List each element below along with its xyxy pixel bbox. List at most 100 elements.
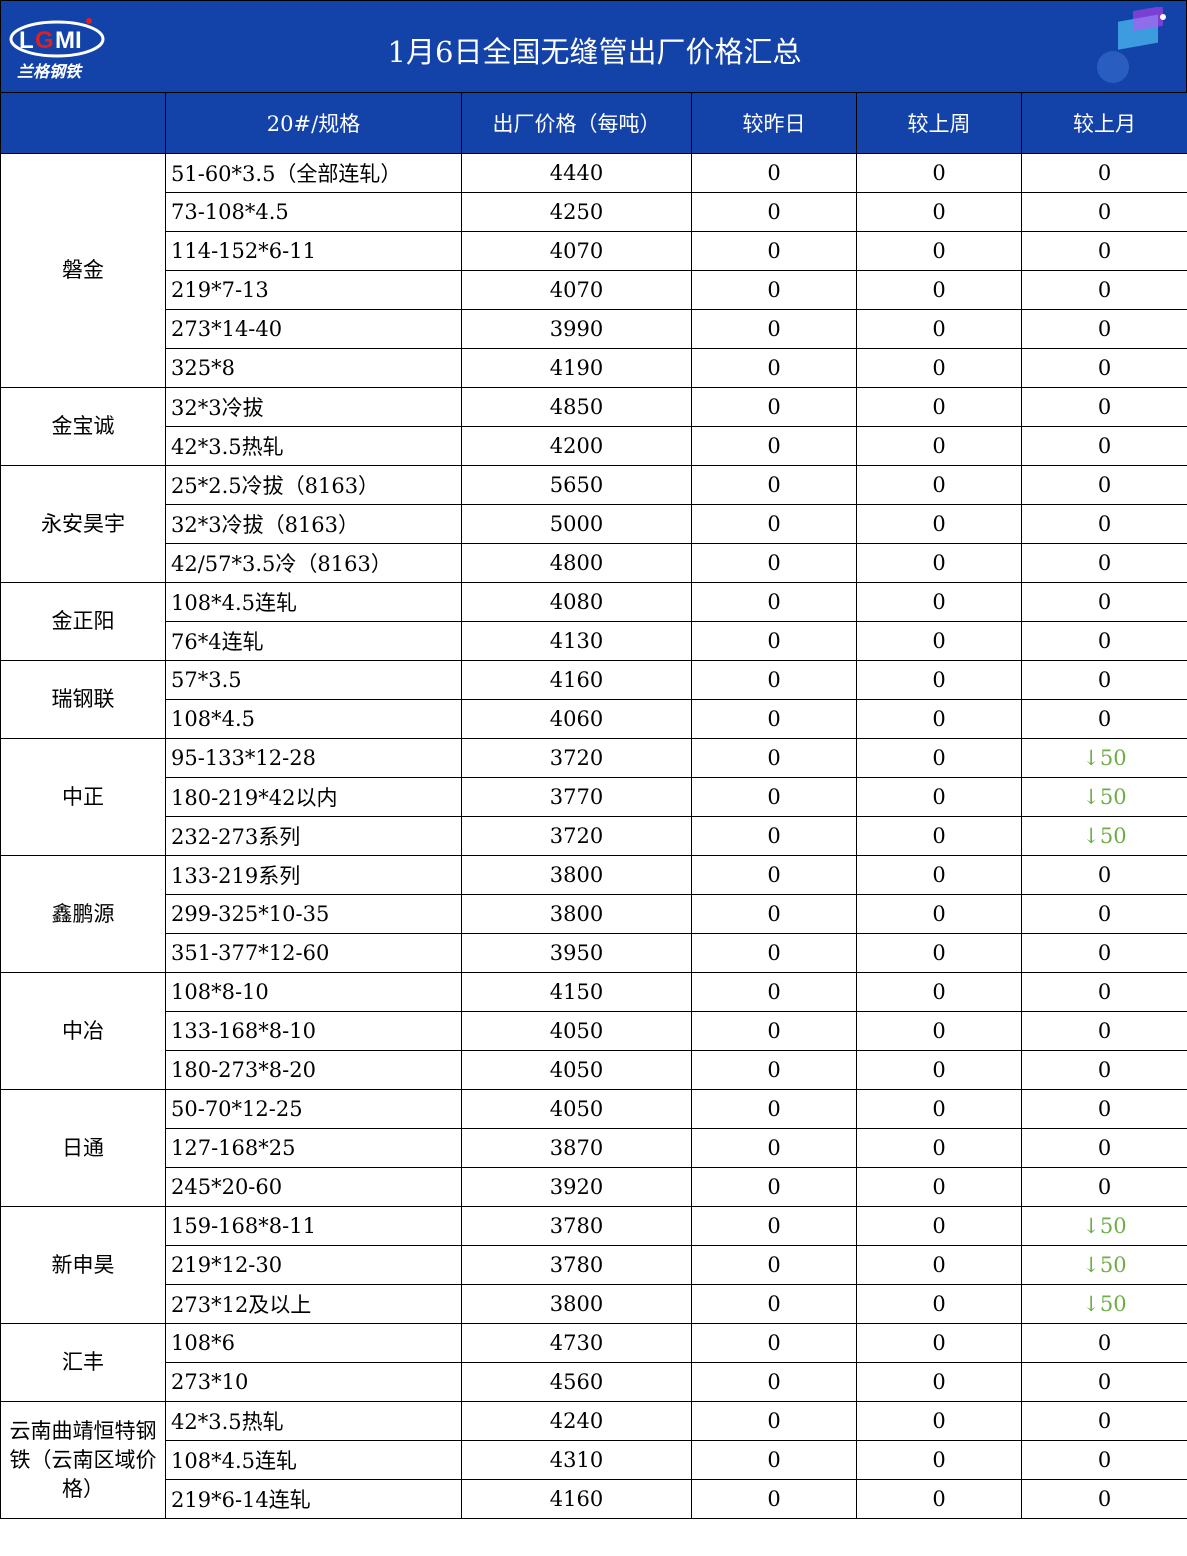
tech-decoration-icon [1097,7,1166,83]
day-change-cell: 0 [691,855,857,895]
month-change-cell: 0 [1021,543,1187,583]
day-change-cell: 0 [691,192,857,232]
price-cell: 3800 [461,855,692,895]
table-row: 351-377*12-60 3950 0 0 0 [1,933,1187,973]
week-change-cell: 0 [856,504,1022,544]
column-header: 较上月 [1021,92,1187,154]
month-change-cell: 0 [1021,309,1187,349]
week-change-cell: 0 [856,465,1022,505]
price-cell: 4440 [461,153,692,193]
day-change-cell: 0 [691,1128,857,1168]
table-row: 133-168*8-10 4050 0 0 0 [1,1011,1187,1051]
table-row: 325*8 4190 0 0 0 [1,348,1187,388]
spec-cell: 133-168*8-10 [165,1011,462,1051]
table-row: 76*4连轧 4130 0 0 0 [1,621,1187,661]
day-change-cell: 0 [691,1011,857,1051]
spec-cell: 108*4.5连轧 [165,582,462,622]
month-change-cell: 0 [1021,270,1187,310]
week-change-cell: 0 [856,816,1022,856]
day-change-cell: 0 [691,387,857,427]
spec-cell: 73-108*4.5 [165,192,462,232]
spec-cell: 95-133*12-28 [165,738,462,778]
table-row: 245*20-60 3920 0 0 0 [1,1167,1187,1207]
month-change-cell: 0 [1021,933,1187,973]
month-change-cell: 0 [1021,1089,1187,1129]
day-change-cell: 0 [691,231,857,271]
company-cell: 金正阳 [0,582,166,661]
week-change-cell: 0 [856,387,1022,427]
week-change-cell: 0 [856,1050,1022,1090]
month-change-cell: 0 [1021,1323,1187,1363]
company-cell: 金宝诚 [0,387,166,466]
column-header: 较昨日 [691,92,857,154]
week-change-cell: 0 [856,660,1022,700]
month-change-cell: 0 [1021,231,1187,271]
price-cell: 4080 [461,582,692,622]
week-change-cell: 0 [856,1245,1022,1285]
company-cell: 汇丰 [0,1323,166,1402]
week-change-cell: 0 [856,426,1022,466]
table-row: 中冶 108*8-10 4150 0 0 0 [0,972,1187,1090]
spec-cell: 159-168*8-11 [165,1206,462,1246]
week-change-cell: 0 [856,309,1022,349]
column-header [0,92,166,154]
week-change-cell: 0 [856,933,1022,973]
spec-cell: 42/57*3.5冷（8163） [165,543,462,583]
spec-cell: 42*3.5热轧 [165,426,462,466]
company-cell: 永安昊宇 [0,465,166,583]
company-cell: 瑞钢联 [0,660,166,739]
price-cell: 3780 [461,1206,692,1246]
table-row: 瑞钢联 57*3.5 4160 0 0 0 [0,660,1187,739]
spec-cell: 133-219系列 [165,855,462,895]
week-change-cell: 0 [856,1128,1022,1168]
month-change-cell: 0 [1021,1362,1187,1402]
table-row: 42*3.5热轧 4200 0 0 0 [1,426,1187,466]
week-change-cell: 0 [856,270,1022,310]
spec-cell: 108*8-10 [165,972,462,1012]
table-row: 180-273*8-20 4050 0 0 0 [1,1050,1187,1090]
table-header-row: 20#/规格 出厂价格（每吨） 较昨日 较上周 较上月 [0,92,1187,154]
week-change-cell: 0 [856,348,1022,388]
spec-cell: 232-273系列 [165,816,462,856]
week-change-cell: 0 [856,231,1022,271]
table-row: 73-108*4.5 4250 0 0 0 [1,192,1187,232]
month-change-cell: 0 [1021,1128,1187,1168]
price-cell: 4130 [461,621,692,661]
company-cell: 中冶 [0,972,166,1090]
table-row: 232-273系列 3720 0 0 ↓50 [1,816,1187,856]
spec-cell: 108*4.5 [165,699,462,739]
price-cell: 4050 [461,1050,692,1090]
company-cell: 云南曲靖恒特钢铁（云南区域价格） [0,1401,166,1519]
day-change-cell: 0 [691,1284,857,1324]
column-header: 较上周 [856,92,1022,154]
price-cell: 4190 [461,348,692,388]
day-change-cell: 0 [691,660,857,700]
day-change-cell: 0 [691,1089,857,1129]
month-change-cell: 0 [1021,855,1187,895]
week-change-cell: 0 [856,1362,1022,1402]
day-change-cell: 0 [691,1440,857,1480]
spec-cell: 180-273*8-20 [165,1050,462,1090]
week-change-cell: 0 [856,582,1022,622]
month-change-cell: ↓50 [1021,1245,1187,1285]
table-row: 新申昊 159-168*8-11 3780 0 0 ↓50 [0,1206,1187,1324]
month-change-cell: 0 [1021,1440,1187,1480]
table-row: 中正 95-133*12-28 3720 0 0 ↓50 [0,738,1187,856]
day-change-cell: 0 [691,1362,857,1402]
month-change-cell: 0 [1021,348,1187,388]
week-change-cell: 0 [856,153,1022,193]
price-cell: 3870 [461,1128,692,1168]
day-change-cell: 0 [691,153,857,193]
company-cell: 新申昊 [0,1206,166,1324]
company-cell: 日通 [0,1089,166,1207]
month-change-cell: 0 [1021,387,1187,427]
month-change-cell: 0 [1021,504,1187,544]
column-header: 出厂价格（每吨） [461,92,692,154]
spec-cell: 108*6 [165,1323,462,1363]
price-cell: 5650 [461,465,692,505]
table-row: 磐金 51-60*3.5（全部连轧） 4440 0 0 0 [0,153,1187,388]
spec-cell: 50-70*12-25 [165,1089,462,1129]
month-change-cell: 0 [1021,972,1187,1012]
price-cell: 4250 [461,192,692,232]
